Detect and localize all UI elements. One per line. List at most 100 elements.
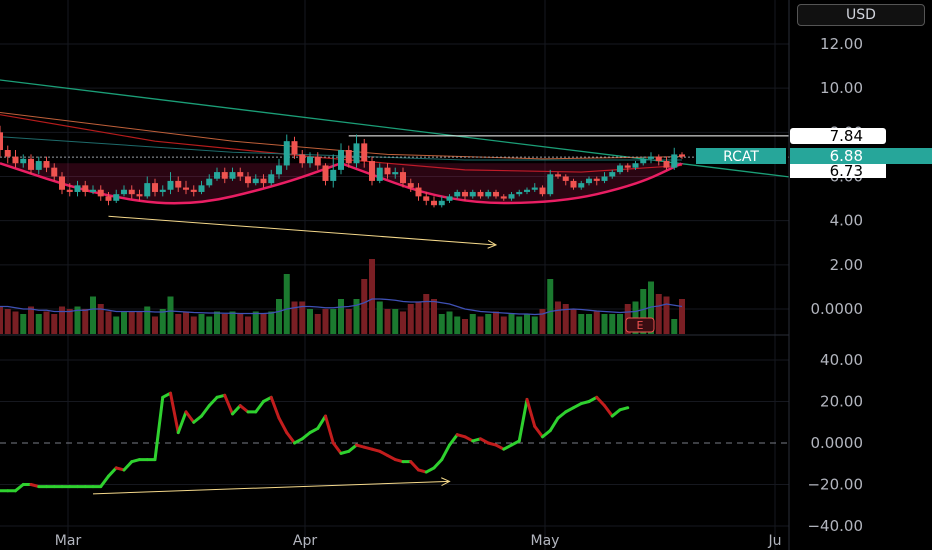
- candle-body: [392, 172, 399, 175]
- currency-selector[interactable]: USD: [797, 4, 925, 26]
- volume-bar: [20, 314, 27, 334]
- candle-body: [609, 172, 616, 177]
- oscillator-arrow: [92, 480, 450, 495]
- candle-body: [260, 178, 267, 184]
- candle-body: [245, 176, 251, 184]
- candle-body: [431, 200, 437, 206]
- oscillator-segment: [254, 400, 265, 414]
- candle: [640, 156, 647, 166]
- candle: [322, 163, 329, 186]
- candle-body: [593, 178, 600, 181]
- last-price-label: 6.88: [830, 147, 863, 165]
- candle: [361, 138, 368, 168]
- oscillator-segment: [610, 408, 622, 418]
- oscillator-segment: [517, 397, 529, 443]
- candle: [90, 185, 96, 195]
- volume-bar: [477, 316, 484, 334]
- volume-bar: [82, 309, 89, 334]
- oscillator-segment: [331, 441, 343, 455]
- volume-bar: [322, 309, 329, 334]
- candle-body: [586, 178, 592, 184]
- oscillator-segment: [184, 410, 196, 424]
- candle-body: [539, 187, 546, 195]
- candle: [82, 180, 89, 197]
- candle-body: [237, 172, 244, 177]
- candle: [369, 156, 375, 186]
- candle: [562, 174, 569, 186]
- volume-bar: [283, 274, 290, 334]
- candle-body: [252, 178, 259, 184]
- candle-body: [221, 172, 228, 179]
- candle: [345, 145, 352, 168]
- candle-body: [477, 191, 484, 197]
- oscillator-segment: [200, 404, 211, 418]
- volume-bar: [593, 311, 600, 334]
- candle-body: [51, 167, 58, 177]
- oscillator-segment: [269, 395, 281, 420]
- candle: [105, 191, 112, 206]
- high-line-label: 7.84: [830, 127, 863, 145]
- candle: [353, 134, 360, 168]
- symbol-tag: RCAT: [723, 149, 759, 165]
- candle: [214, 167, 220, 181]
- oscillator-segment: [300, 431, 312, 441]
- volume-bar: [454, 316, 461, 334]
- volume-bar: [0, 306, 3, 334]
- candle: [221, 167, 228, 184]
- volume-bar: [198, 314, 205, 334]
- volume-bar: [539, 309, 546, 334]
- candle-body: [113, 194, 120, 201]
- oscillator-segment: [207, 395, 219, 408]
- volume-bar: [252, 311, 259, 334]
- candle: [423, 191, 430, 206]
- volume-bar: [113, 316, 120, 334]
- volume-bar: [508, 314, 515, 334]
- candle: [655, 154, 662, 166]
- oscillator-segment: [231, 404, 242, 416]
- oscillator-tick-label: 0.0000: [811, 434, 864, 452]
- oscillator-tick-label: −20.00: [807, 476, 863, 494]
- candle: [609, 169, 616, 179]
- volume-bar: [384, 309, 391, 334]
- oscillator-segment: [541, 429, 552, 439]
- candle: [454, 189, 461, 199]
- candle: [516, 189, 523, 197]
- earnings-marker[interactable]: E: [625, 317, 655, 333]
- candle: [307, 152, 313, 168]
- candle: [671, 147, 678, 170]
- volume-bar: [640, 289, 647, 334]
- candle: [291, 136, 298, 159]
- candle-body: [407, 183, 414, 188]
- candle-body: [198, 185, 205, 192]
- volume-bar: [260, 314, 267, 334]
- candle: [113, 189, 120, 203]
- candle-body: [291, 141, 298, 155]
- candle-body: [299, 154, 306, 164]
- candle: [245, 172, 251, 188]
- volume-bar: [152, 316, 158, 334]
- candle-body: [307, 156, 313, 164]
- volume-bar: [601, 314, 608, 334]
- candle-body: [43, 161, 50, 168]
- candle: [66, 183, 73, 197]
- month-label: May: [531, 533, 560, 549]
- candle-body: [322, 165, 329, 181]
- oscillator-segment: [169, 391, 180, 435]
- candle-body: [624, 165, 631, 168]
- oscillator-segment: [176, 410, 188, 435]
- candle-body: [516, 191, 523, 195]
- candle-body: [283, 141, 290, 166]
- candle-body: [353, 143, 360, 164]
- price-arrow-head: [487, 240, 498, 249]
- oscillator-tick-label: −40.00: [807, 517, 863, 535]
- time-axis: Mar Apr May Ju: [55, 533, 782, 549]
- candle-body: [144, 183, 151, 197]
- oscillator-arrow-head: [441, 477, 451, 487]
- oscillator-segment: [277, 416, 289, 435]
- oscillator-segment: [595, 395, 606, 408]
- oscillator-segment: [14, 483, 25, 493]
- volume-bar: [462, 319, 468, 334]
- volume-bar: [493, 311, 499, 334]
- candle: [493, 189, 499, 199]
